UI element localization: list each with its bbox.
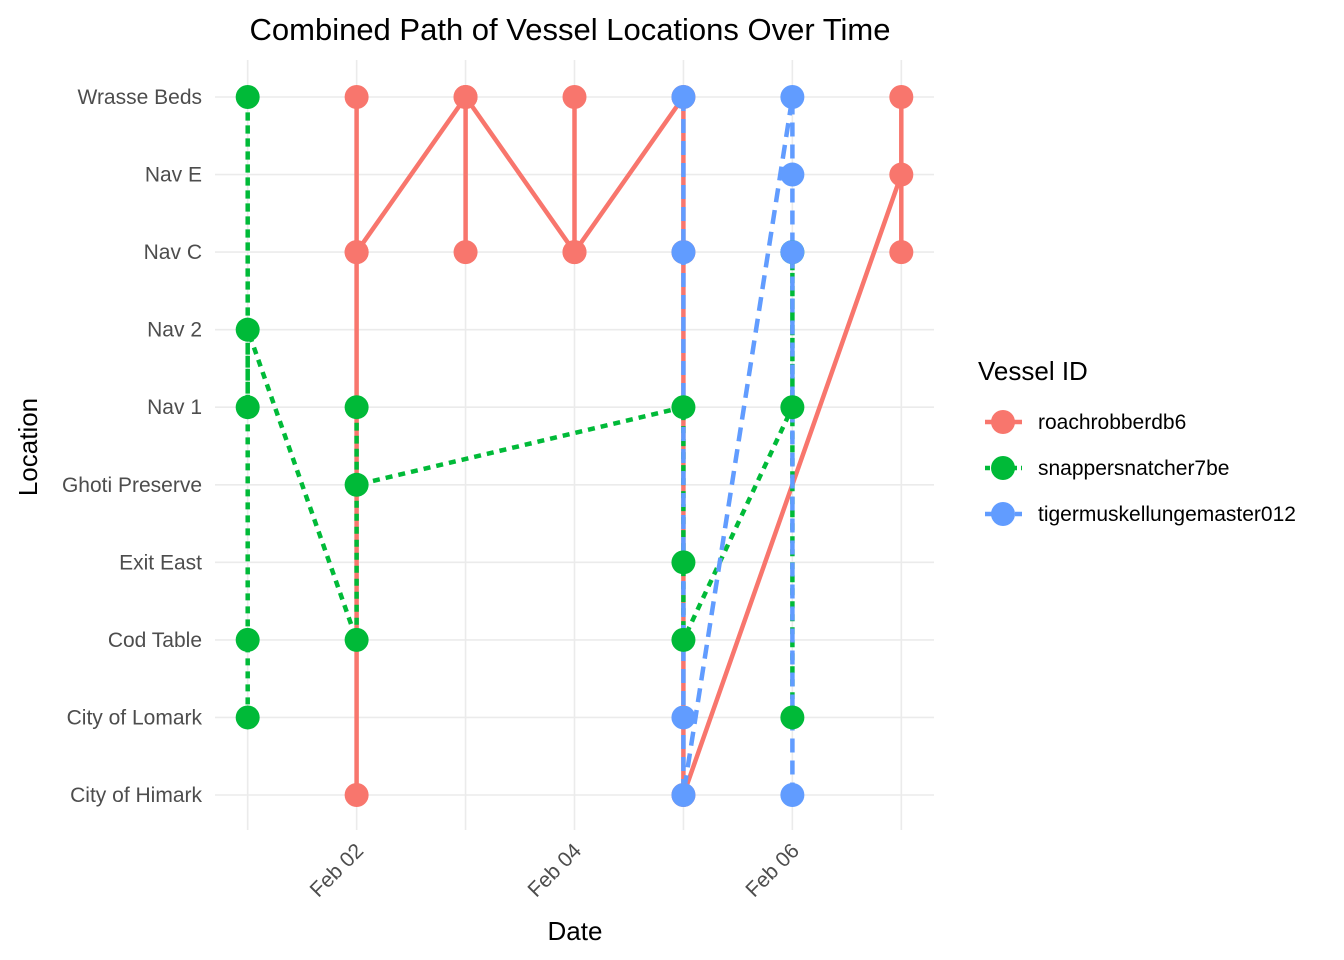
x-tick-label: Feb 06 [741,839,804,902]
data-point-roachrobberdb6 [889,240,914,265]
y-axis-title: Location [13,398,43,496]
data-point-snappersnatcher7be [671,395,696,420]
data-point-roachrobberdb6 [562,85,587,109]
legend-label: snappersnatcher7be [1038,457,1229,480]
y-tick-label: Nav C [144,241,202,264]
data-point-roachrobberdb6 [889,162,914,187]
data-point-roachrobberdb6 [344,85,369,109]
data-point-snappersnatcher7be [235,85,260,109]
data-point-snappersnatcher7be [235,705,260,730]
y-axis-ticks: City of Himark City of Lomark Cod Table Exi… [62,86,203,807]
legend-key-marker [991,456,1015,480]
data-point-tigermuskellungemaster012 [671,85,696,109]
data-point-snappersnatcher7be [780,395,805,420]
series-lines [245,94,904,798]
legend-label: tigermuskellungemaster012 [1038,503,1296,526]
series-line-roachrobberdb6 [354,94,904,798]
legend: Vessel ID roachrobberdb6 snappersnatcher7… [978,356,1296,526]
data-point-tigermuskellungemaster012 [780,783,805,807]
data-point-snappersnatcher7be [235,317,260,342]
data-point-snappersnatcher7be [344,395,369,420]
data-point-snappersnatcher7be [235,395,260,420]
legend-title: Vessel ID [978,356,1088,386]
legend-items: roachrobberdb6 snappersnatcher7be tigermus… [985,410,1296,526]
y-tick-label: Wrasse Beds [78,86,203,109]
x-axis-title: Date [548,916,603,946]
legend-label: roachrobberdb6 [1038,411,1186,434]
x-tick-label: Feb 04 [524,839,587,902]
data-point-snappersnatcher7be [344,472,369,497]
y-tick-label: Nav 2 [147,319,202,342]
y-tick-label: Cod Table [108,629,202,652]
chart-title: Combined Path of Vessel Locations Over T… [250,12,891,47]
data-point-tigermuskellungemaster012 [780,162,805,187]
y-tick-label: City of Lomark [67,706,203,729]
data-point-snappersnatcher7be [671,627,696,652]
data-point-roachrobberdb6 [562,240,587,265]
y-tick-label: Exit East [119,551,202,574]
y-tick-label: Ghoti Preserve [62,474,202,497]
y-tick-label: Nav 1 [147,396,202,419]
series-points [235,85,914,807]
data-point-tigermuskellungemaster012 [780,85,805,109]
data-point-roachrobberdb6 [889,85,914,109]
data-point-snappersnatcher7be [235,627,260,652]
data-point-tigermuskellungemaster012 [671,705,696,730]
series-line-tigermuskellungemaster012 [681,94,795,798]
data-point-snappersnatcher7be [671,550,696,575]
y-tick-label: Nav E [145,164,202,187]
data-point-tigermuskellungemaster012 [671,783,696,807]
data-point-tigermuskellungemaster012 [780,240,805,265]
data-point-roachrobberdb6 [453,240,478,265]
data-point-roachrobberdb6 [453,85,478,109]
legend-key-marker [991,410,1015,434]
x-tick-label: Feb 02 [306,839,369,902]
data-point-roachrobberdb6 [344,783,369,807]
data-point-snappersnatcher7be [344,627,369,652]
data-point-snappersnatcher7be [780,705,805,730]
legend-key-marker [991,502,1015,526]
data-point-tigermuskellungemaster012 [671,240,696,265]
data-point-roachrobberdb6 [344,240,369,265]
y-tick-label: City of Himark [70,784,202,807]
x-axis-ticks: Feb 02 Feb 04 Feb 06 [306,839,804,902]
